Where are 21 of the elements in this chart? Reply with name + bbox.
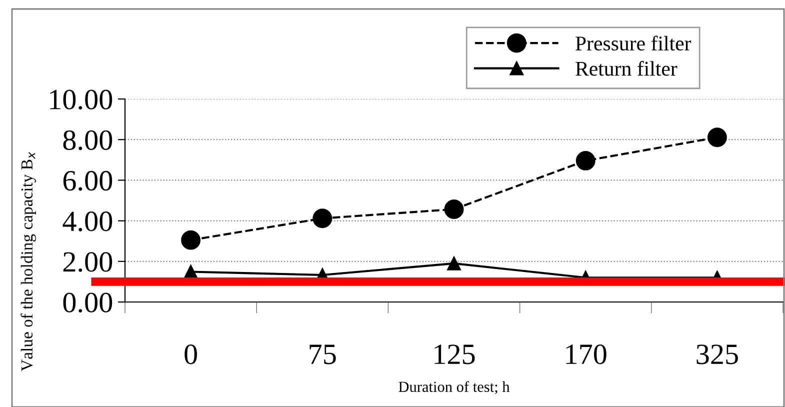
y-tick-label: 6.00 <box>63 170 112 191</box>
x-tick-label: 170 <box>566 344 606 364</box>
point <box>444 200 464 219</box>
x-tick-label: 325 <box>696 344 738 364</box>
y-tick-label: 0.00 <box>63 292 112 313</box>
point <box>181 230 201 250</box>
x-tick-label: 125 <box>434 344 475 364</box>
x-tick-label: 0 <box>184 344 197 364</box>
x-axis-title: Duration of test; h <box>398 381 510 394</box>
point <box>576 150 596 170</box>
legend-label: Return filter <box>576 60 678 76</box>
point <box>447 256 461 270</box>
point <box>707 128 727 148</box>
point <box>312 208 332 228</box>
y-tick-label: 8.00 <box>63 130 112 150</box>
legend-label: Pressure filter <box>576 36 692 51</box>
y-axis-title: Value of the holding capacity B$_{x}$ <box>20 152 36 372</box>
y-tick-label: 2.00 <box>63 252 112 272</box>
y-tick-label: 10.00 <box>50 90 112 110</box>
x-tick-label: 75 <box>310 344 336 364</box>
y-tick-label: 4.00 <box>62 212 112 232</box>
